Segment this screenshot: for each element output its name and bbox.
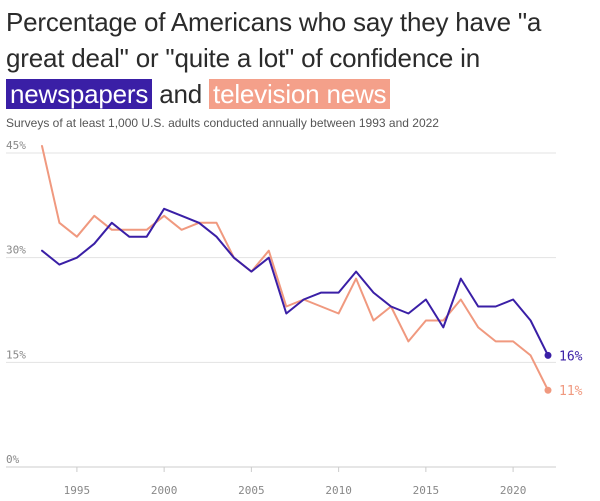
legend-television-news: television news <box>209 79 391 109</box>
series-lines <box>41 145 549 392</box>
x-tick-label: 2005 <box>238 484 265 497</box>
end-point-television-news <box>544 386 552 394</box>
grid-lines <box>6 152 556 468</box>
y-tick-label: 0% <box>6 453 20 466</box>
y-tick-label: 15% <box>6 348 26 361</box>
chart-subtitle: Surveys of at least 1,000 U.S. adults co… <box>6 116 439 130</box>
title-text: Percentage of Americans who say they hav… <box>6 7 542 73</box>
x-tick-label: 2015 <box>413 484 440 497</box>
y-axis-ticks: 0% 15% 30% 45% <box>6 139 26 466</box>
end-labels: 11% 16% <box>544 349 583 399</box>
end-point-newspapers <box>544 351 552 359</box>
chart-title: Percentage of Americans who say they hav… <box>6 4 596 112</box>
legend-newspapers: newspapers <box>6 79 153 109</box>
x-axis-ticks: 1995 2000 2005 2010 2015 2020 <box>64 467 527 497</box>
y-tick-label: 45% <box>6 139 26 152</box>
y-tick-label: 30% <box>6 244 26 257</box>
x-tick-label: 2010 <box>325 484 352 497</box>
series-line-newspapers <box>41 207 549 357</box>
x-tick-label: 2020 <box>500 484 527 497</box>
series-line-television-news <box>41 145 549 392</box>
end-label-television-news: 11% <box>559 384 583 399</box>
title-connector: and <box>159 79 203 109</box>
x-tick-label: 1995 <box>64 484 91 497</box>
end-label-newspapers: 16% <box>559 349 583 364</box>
x-tick-label: 2000 <box>151 484 178 497</box>
